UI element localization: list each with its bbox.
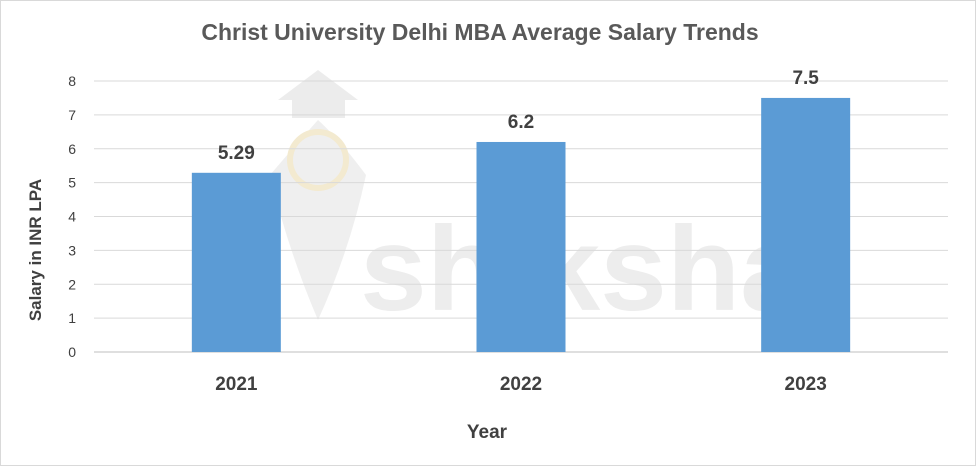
y-tick-label: 6 bbox=[68, 141, 76, 157]
x-tick-label-2022: 2022 bbox=[500, 374, 542, 395]
x-axis-label: Year bbox=[467, 422, 508, 443]
bar-2022 bbox=[476, 141, 566, 352]
y-tick-label: 2 bbox=[68, 276, 76, 292]
watermark-text: shiksha bbox=[360, 202, 808, 336]
y-axis-label: Salary in INR LPA bbox=[26, 179, 45, 321]
data-label-2021: 5.29 bbox=[218, 143, 255, 164]
y-tick-labels: 0 1 2 3 4 5 6 7 8 bbox=[68, 73, 76, 360]
bar-2023 bbox=[761, 97, 851, 352]
y-tick-label: 0 bbox=[68, 344, 76, 360]
watermark-cap-icon bbox=[278, 70, 358, 118]
y-tick-label: 1 bbox=[68, 310, 76, 326]
x-tick-label-2023: 2023 bbox=[785, 374, 827, 395]
bars bbox=[191, 97, 851, 352]
data-label-2023: 7.5 bbox=[792, 68, 819, 89]
data-label-2022: 6.2 bbox=[508, 112, 534, 133]
data-labels: 5.29 6.2 7.5 bbox=[218, 68, 819, 164]
y-tick-label: 4 bbox=[68, 209, 76, 225]
x-tick-label-2021: 2021 bbox=[215, 374, 258, 395]
y-tick-label: 5 bbox=[68, 175, 76, 191]
y-tick-label: 7 bbox=[68, 107, 76, 123]
x-tick-labels: 2021 2022 2023 bbox=[215, 374, 827, 395]
bar-2021 bbox=[191, 172, 281, 352]
y-tick-label: 8 bbox=[68, 73, 76, 89]
watermark-logo: shiksha bbox=[270, 70, 808, 336]
y-tick-label: 3 bbox=[68, 242, 76, 258]
chart-title: Christ University Delhi MBA Average Sala… bbox=[201, 19, 758, 45]
watermark-sun-icon bbox=[287, 129, 349, 191]
